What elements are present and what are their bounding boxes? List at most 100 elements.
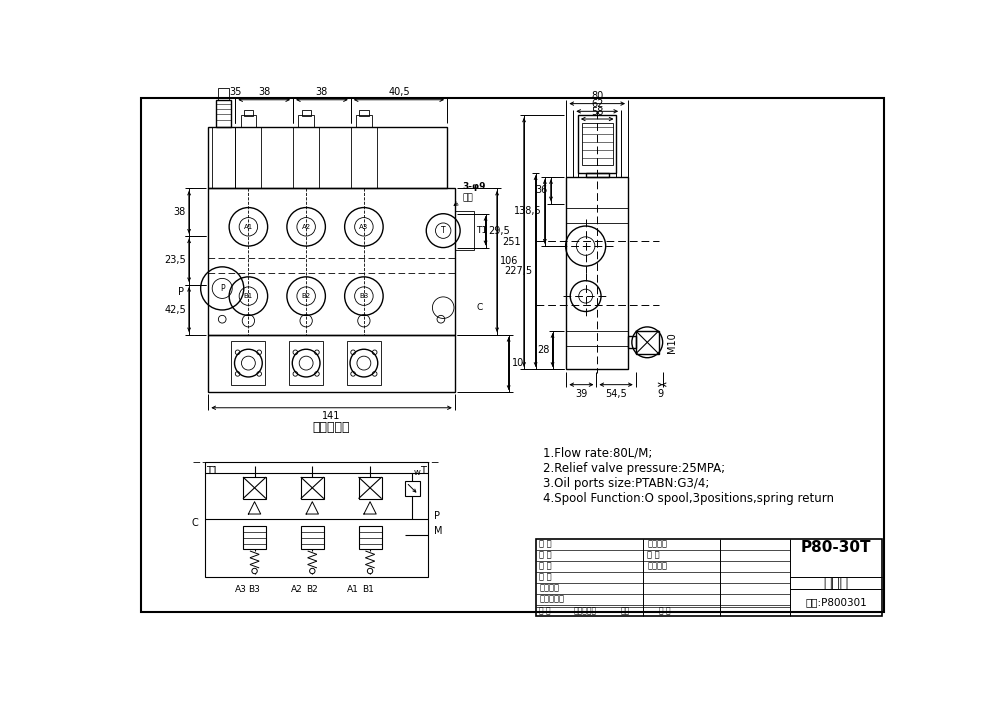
Text: 62: 62 [591,99,603,109]
Text: 227,5: 227,5 [504,266,533,276]
Text: 比 例: 比 例 [647,550,660,560]
Text: 23,5: 23,5 [164,255,186,265]
Text: 关系文件: 关系文件 [647,562,667,571]
Bar [578,115,616,173]
Text: P: P [220,284,225,293]
Bar [289,341,323,385]
Text: 42,5: 42,5 [164,304,186,314]
Text: 35: 35 [229,87,241,98]
Text: T: T [420,466,426,476]
Bar [628,336,636,349]
Text: 编号:P800301: 编号:P800301 [805,598,867,607]
Bar [231,341,265,385]
Text: 28: 28 [537,345,549,355]
Bar [455,212,474,250]
Bar [347,341,381,385]
Text: 制 图: 制 图 [539,550,552,560]
Text: 校 对: 校 对 [539,562,552,571]
Text: A3: A3 [235,585,247,594]
Text: 38: 38 [316,87,328,98]
Bar [243,526,266,548]
Bar [358,477,382,498]
Text: B2: B2 [306,585,318,594]
Bar [208,188,455,335]
Text: C: C [476,303,483,312]
Text: 工艺文件: 工艺文件 [539,583,559,593]
Text: M: M [434,526,442,536]
Text: 会 签: 会 签 [659,607,670,616]
Bar [216,100,231,127]
Text: P: P [178,288,184,297]
Text: A2: A2 [302,224,311,230]
Text: B1: B1 [363,585,374,594]
Text: 日期: 日期 [620,607,630,616]
Bar [208,127,447,188]
Bar [582,123,613,165]
Text: A3: A3 [359,224,369,230]
Text: 多路阀: 多路阀 [823,576,848,591]
Bar [243,477,266,498]
Bar [244,110,253,116]
Text: 38: 38 [174,207,186,217]
Text: T: T [441,226,446,236]
Text: A2: A2 [291,585,303,594]
Text: 审 核: 审 核 [539,573,552,581]
Text: B3: B3 [249,585,260,594]
Bar [205,462,428,577]
Text: 40,5: 40,5 [388,87,410,98]
Bar [351,127,377,188]
Bar [301,477,324,498]
Text: P: P [434,510,440,520]
Text: 39: 39 [575,389,588,399]
Text: 10: 10 [512,359,524,368]
Text: C: C [192,518,198,528]
Text: B1: B1 [244,293,253,299]
Bar [301,526,324,548]
Bar [586,173,609,176]
Text: 设 计: 设 计 [539,540,552,548]
Text: A1: A1 [347,585,359,594]
Bar [212,127,235,188]
Text: 液压原理图: 液压原理图 [313,420,350,434]
Bar [298,115,314,127]
Text: T1: T1 [476,226,487,236]
Text: 138,5: 138,5 [514,207,542,217]
Text: 80: 80 [591,91,603,101]
Bar [536,538,882,616]
Text: P80-30T: P80-30T [801,540,871,555]
Bar [358,526,382,548]
Text: 36: 36 [536,185,548,195]
Text: 58: 58 [591,107,603,117]
Text: 4.Spool Function:O spool,3positions,spring return: 4.Spool Function:O spool,3positions,spri… [543,493,834,505]
Text: 251: 251 [502,237,521,247]
Bar [359,110,369,116]
Text: 38: 38 [258,87,270,98]
Text: 29,5: 29,5 [489,226,510,236]
Bar [218,88,229,100]
Text: 3.Oil ports size:PTABN:G3/4;: 3.Oil ports size:PTABN:G3/4; [543,477,710,490]
Text: T1: T1 [206,466,218,476]
Bar [208,335,455,392]
Bar [356,115,372,127]
Bar [566,176,628,369]
Text: w: w [414,468,421,477]
Text: B3: B3 [359,293,369,299]
Text: 3-φ9
通孔: 3-φ9 通孔 [454,183,486,205]
Text: 54,5: 54,5 [605,389,627,399]
Text: 9: 9 [658,389,664,399]
Text: 2.Relief valve pressure:25MPA;: 2.Relief valve pressure:25MPA; [543,462,725,475]
Text: 1.Flow rate:80L/M;: 1.Flow rate:80L/M; [543,446,653,459]
Bar [241,115,256,127]
Bar [636,330,659,354]
Text: 标准化文件: 标准化文件 [539,595,564,604]
Text: 106: 106 [500,257,519,266]
Text: 141: 141 [322,411,341,421]
Text: M10: M10 [666,332,676,353]
Text: 设计责任人: 设计责任人 [574,607,597,616]
Text: A1: A1 [244,224,253,230]
Text: 打 字: 打 字 [539,607,551,616]
Bar [405,481,420,496]
Text: 图标分析: 图标分析 [647,540,667,548]
Bar [302,110,311,116]
Text: B2: B2 [302,293,311,299]
